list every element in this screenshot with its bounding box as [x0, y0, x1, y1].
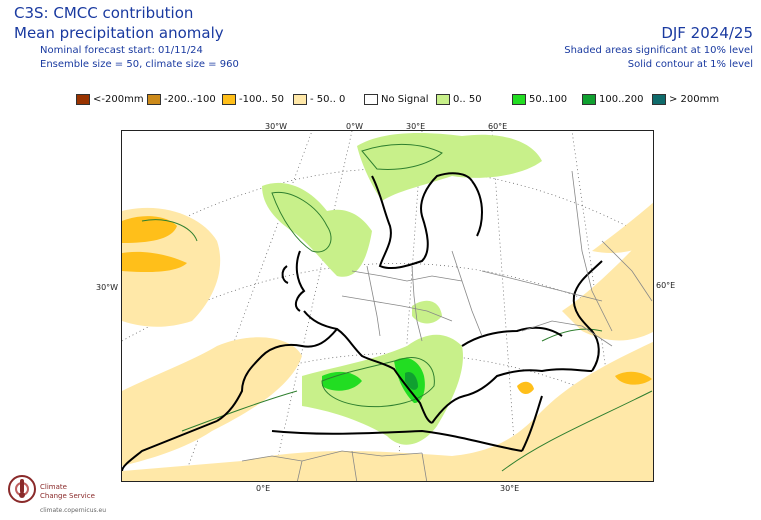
- logo-url: climate.copernicus.eu: [40, 507, 107, 514]
- significance-contours: [141, 144, 653, 472]
- map-canvas: [122, 131, 653, 481]
- legend-swatch: [293, 94, 307, 105]
- lon-label-bottom: 0°E: [256, 484, 271, 493]
- significance-contour-note: Solid contour at 1% level: [627, 59, 753, 70]
- legend-item: - 50.. 0: [293, 94, 345, 108]
- dry-anomaly-areas: [122, 202, 653, 481]
- lat-label-left: 30°W: [96, 283, 119, 292]
- legend-label: -100.. 50: [239, 94, 284, 105]
- country-borders: [241, 170, 653, 481]
- lon-label-top: 30°E: [406, 122, 426, 131]
- legend-item: 0.. 50: [436, 94, 482, 108]
- copernicus-logo: Climate Change Service climate.copernicu…: [6, 473, 126, 517]
- legend-item: 100..200: [582, 94, 644, 108]
- climate-change-service-icon: [8, 475, 36, 503]
- legend-label: > 200mm: [669, 94, 720, 105]
- lon-label-top: 0°W: [346, 122, 363, 131]
- ensemble-size-text: Ensemble size = 50, climate size = 960: [40, 59, 239, 70]
- legend-swatch: [512, 94, 526, 105]
- lon-label-top: 30°W: [265, 122, 288, 131]
- forecast-start-text: Nominal forecast start: 01/11/24: [40, 45, 203, 56]
- wet-anomaly-areas: [262, 133, 542, 445]
- lat-label-right: 60°E: [656, 281, 676, 290]
- legend-label: -200..-100: [164, 94, 216, 105]
- moderate-dry-areas: [122, 216, 652, 395]
- legend-label: 100..200: [599, 94, 644, 105]
- coastlines: [122, 172, 603, 472]
- lon-label-bottom: 30°E: [500, 484, 520, 493]
- season-label: DJF 2024/25: [661, 24, 753, 42]
- lon-label-top: 60°E: [488, 122, 508, 131]
- legend-swatch: [652, 94, 666, 105]
- legend-label: 0.. 50: [453, 94, 482, 105]
- title-line-2: Mean precipitation anomaly: [14, 24, 224, 42]
- legend-label: <-200mm: [93, 94, 144, 105]
- logo-line-1: Climate: [40, 483, 67, 491]
- legend-swatch: [147, 94, 161, 105]
- legend-label: - 50.. 0: [310, 94, 346, 105]
- heavy-wet-areas: [405, 371, 418, 390]
- logo-line-2: Change Service: [40, 492, 95, 500]
- legend-swatch: [436, 94, 450, 105]
- legend-label: 50..100: [529, 94, 568, 105]
- legend-swatch: [364, 94, 378, 105]
- legend-item: <-200mm: [76, 94, 144, 108]
- legend-item: No Signal: [364, 94, 429, 108]
- legend-item: 50..100: [512, 94, 567, 108]
- significance-shaded-note: Shaded areas significant at 10% level: [564, 45, 753, 56]
- legend-label: No Signal: [381, 94, 429, 105]
- legend-item: -200..-100: [147, 94, 216, 108]
- precipitation-anomaly-map: [121, 130, 654, 482]
- legend-item: > 200mm: [652, 94, 719, 108]
- legend-swatch: [222, 94, 236, 105]
- title-line-1: C3S: CMCC contribution: [14, 4, 194, 22]
- legend-swatch: [582, 94, 596, 105]
- legend-swatch: [76, 94, 90, 105]
- legend-item: -100.. 50: [222, 94, 284, 108]
- logo-text: Climate Change Service: [40, 483, 95, 501]
